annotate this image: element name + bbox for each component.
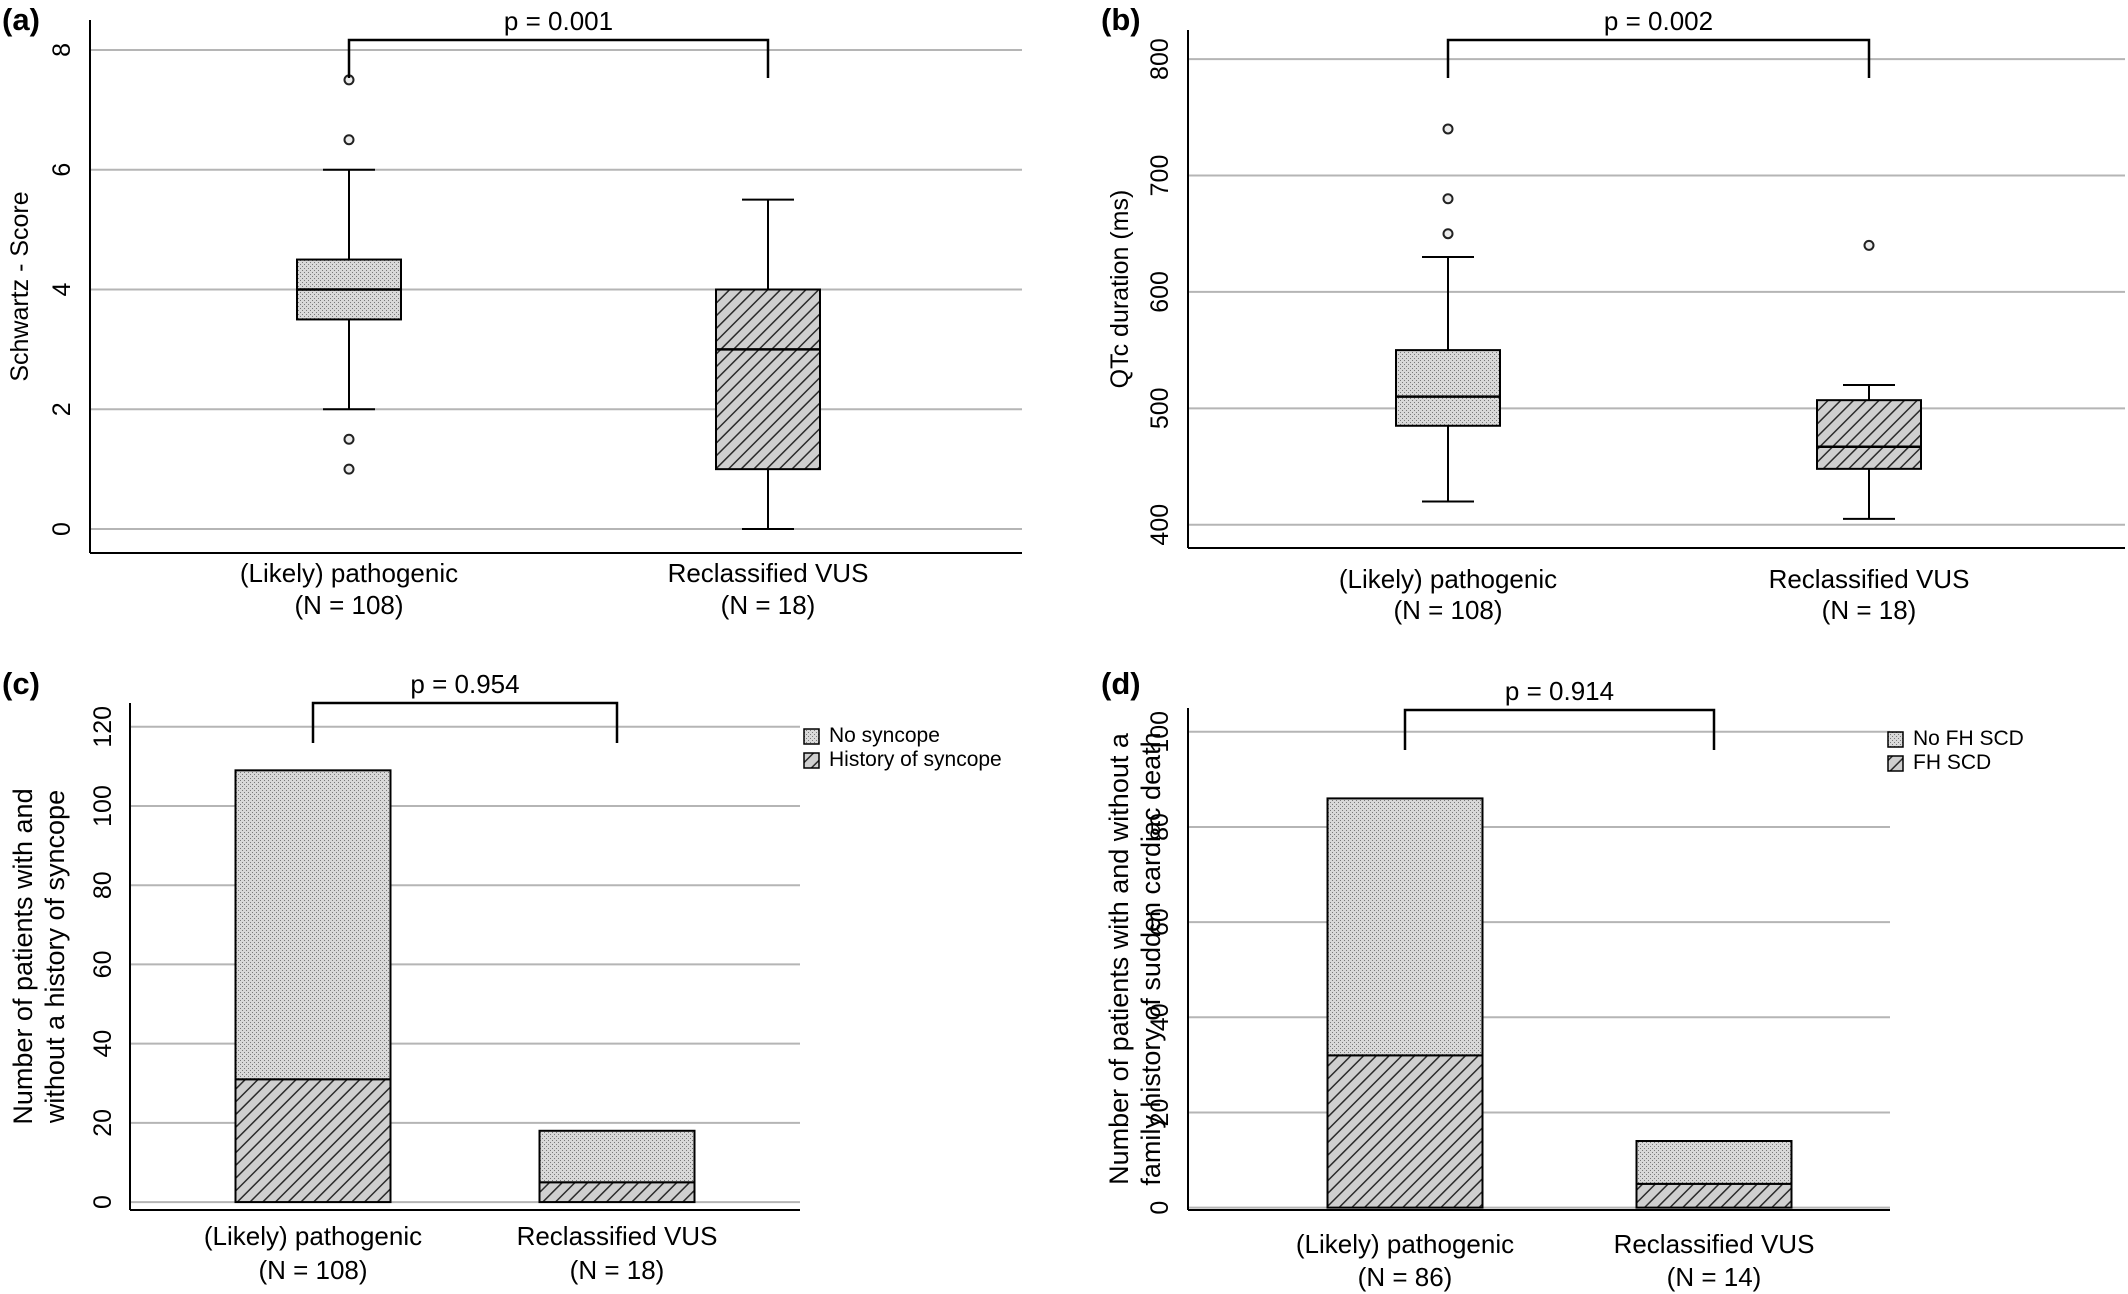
y-tick-label: 60 (89, 951, 117, 979)
panel-label: (d) (1101, 666, 1141, 701)
bar-segment (538, 1129, 696, 1184)
legend-swatch (1887, 731, 1904, 748)
y-tick-label: 0 (1146, 1201, 1174, 1215)
y-tick-label: 2 (48, 402, 76, 416)
y-tick-label: 20 (1146, 1099, 1174, 1127)
x-category-label: Reclassified VUS (1614, 1229, 1815, 1259)
box-outlier (1442, 228, 1454, 240)
box-outlier (343, 463, 355, 475)
p-value-label: p = 0.001 (504, 6, 613, 36)
y-tick-label: 0 (48, 522, 76, 536)
y-axis-label-line: Number of patients with and (8, 788, 38, 1124)
x-category-n-label: (N = 18) (570, 1255, 665, 1285)
x-category-n-label: (N = 108) (258, 1255, 367, 1285)
y-tick-label: 40 (89, 1030, 117, 1058)
x-category-n-label: (N = 108) (294, 590, 403, 620)
panel-c: (c) 0 20 40 60 80 100 120 Number of patients wit… (2, 666, 1002, 1285)
panel-a: (a) 0 2 4 6 8 Schwartz - Score (Likely) pathoge… (2, 2, 1022, 620)
x-category-label: (Likely) pathogenic (1339, 564, 1557, 594)
y-tick-label: 20 (89, 1109, 117, 1137)
box-iqr (715, 288, 821, 471)
legend-swatch (803, 728, 820, 745)
box-outlier (1442, 123, 1454, 135)
box-outlier (343, 433, 355, 445)
y-tick-label: 600 (1146, 271, 1174, 313)
bar-segment (1635, 1182, 1793, 1209)
y-axis-label: Number of patients with and without a his… (8, 788, 70, 1124)
panel-label: (c) (2, 666, 40, 701)
box-outlier (343, 134, 355, 146)
legend-label: History of syncope (829, 748, 1002, 771)
y-tick-label: 80 (89, 871, 117, 899)
y-axis-label-line: family history of sudden cardiac death (1136, 732, 1166, 1185)
bar-segment (538, 1181, 696, 1204)
x-category-label: Reclassified VUS (1769, 564, 1970, 594)
x-category-label: Reclassified VUS (517, 1221, 718, 1251)
bar-segment (234, 769, 392, 1081)
x-category-n-label: (N = 108) (1393, 595, 1502, 625)
y-tick-label: 4 (48, 282, 76, 296)
x-category-n-label: (N = 86) (1358, 1262, 1453, 1292)
significance-bracket (347, 38, 770, 78)
y-tick-label: 60 (1146, 908, 1174, 936)
legend-label: No FH SCD (1913, 727, 2024, 750)
y-axis-label: Number of patients with and without a fam… (1104, 732, 1166, 1185)
bar-segment (1326, 797, 1484, 1057)
y-axis-label: QTc duration (ms) (1106, 190, 1134, 389)
bar-segment (1326, 1054, 1484, 1209)
y-tick-label: 500 (1146, 387, 1174, 429)
legend-label: FH SCD (1913, 751, 1991, 774)
x-category-label: (Likely) pathogenic (1296, 1229, 1514, 1259)
y-tick-label: 400 (1146, 504, 1174, 546)
p-value-label: p = 0.914 (1505, 676, 1614, 706)
significance-bracket (1446, 38, 1871, 78)
bar-segment (234, 1078, 392, 1204)
y-tick-label: 0 (89, 1195, 117, 1209)
legend-swatch (803, 752, 820, 769)
y-tick-label: 6 (48, 163, 76, 177)
significance-bracket (311, 701, 619, 743)
y-tick-label: 80 (1146, 813, 1174, 841)
x-category-n-label: (N = 18) (1822, 595, 1917, 625)
significance-bracket (1403, 708, 1716, 750)
y-tick-label: 8 (48, 43, 76, 57)
y-tick-label: 100 (1146, 711, 1174, 753)
panel-label: (b) (1101, 2, 1141, 37)
legend-swatch (1887, 755, 1904, 772)
y-tick-label: 100 (89, 785, 117, 827)
y-axis-label: Schwartz - Score (6, 191, 34, 381)
y-tick-label: 120 (89, 706, 117, 748)
x-category-n-label: (N = 18) (721, 590, 816, 620)
y-tick-label: 40 (1146, 1003, 1174, 1031)
legend-label: No syncope (829, 724, 940, 747)
panel-b: (b) 400 500 600 700 800 QTc duration (ms) (Like… (1101, 2, 2125, 625)
x-category-n-label: (N = 14) (1667, 1262, 1762, 1292)
box-iqr (1816, 399, 1922, 470)
box-outlier (1863, 239, 1875, 251)
x-category-label: (Likely) pathogenic (240, 558, 458, 588)
box-outlier (1442, 193, 1454, 205)
y-tick-label: 700 (1146, 155, 1174, 197)
y-tick-label: 800 (1146, 38, 1174, 80)
panel-label: (a) (2, 2, 40, 37)
y-axis-label-line: Number of patients with and without a (1104, 732, 1134, 1185)
bar-segment (1635, 1140, 1793, 1185)
p-value-label: p = 0.954 (410, 669, 519, 699)
y-axis-label-line: without a history of syncope (40, 790, 70, 1124)
x-category-label: Reclassified VUS (668, 558, 869, 588)
p-value-label: p = 0.002 (1604, 6, 1713, 36)
x-category-label: (Likely) pathogenic (204, 1221, 422, 1251)
box-iqr (1395, 349, 1501, 427)
